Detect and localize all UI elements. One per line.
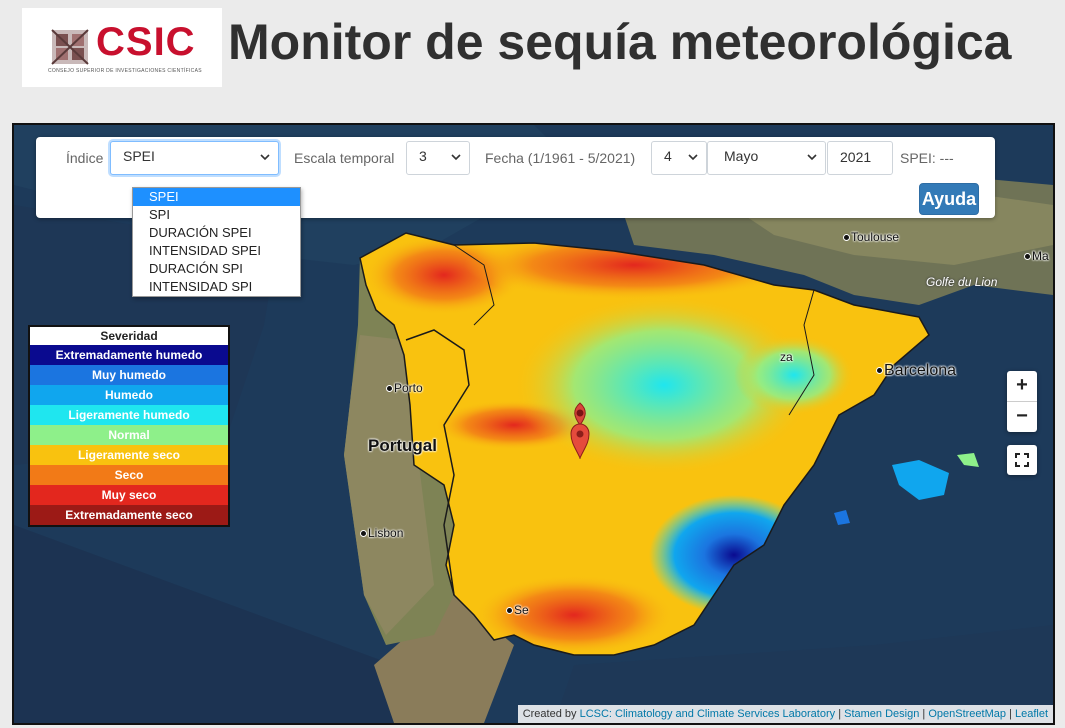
day-select[interactable]: 4: [651, 141, 707, 175]
place-label-lisbon: Lisbon: [360, 526, 403, 540]
chevron-down-icon: [451, 154, 461, 161]
legend-item: Ligeramente seco: [30, 445, 228, 465]
scale-label: Escala temporal: [294, 150, 395, 166]
place-dot: [1024, 253, 1031, 261]
index-option[interactable]: SPI: [149, 207, 170, 222]
severity-legend: Severidad Extremadamente humedo Muy hume…: [28, 325, 230, 527]
place-label-portugal: Portugal: [368, 436, 437, 455]
place-label-golfe: Golfe du Lion: [926, 275, 998, 289]
place-label-za: za: [780, 350, 793, 364]
scale-select[interactable]: 3: [406, 141, 470, 175]
page-title: Monitor de sequía meteorológica: [228, 14, 1012, 70]
legend-title: Severidad: [30, 327, 228, 345]
attribution-prefix: Created by: [522, 708, 577, 720]
location-marker-icon[interactable]: [570, 423, 590, 459]
legend-item: Ligeramente humedo: [30, 405, 228, 425]
zoom-divider: [1007, 401, 1037, 402]
scale-select-value: 3: [419, 148, 427, 164]
help-button[interactable]: Ayuda: [919, 183, 979, 215]
spei-readout: SPEI: ---: [900, 150, 954, 166]
place-label-text: Toulouse: [851, 230, 900, 244]
index-option[interactable]: DURACIÓN SPI: [149, 261, 243, 276]
legend-item: Muy humedo: [30, 365, 228, 385]
place-dot: [360, 530, 367, 538]
place-label-barcelona: Barcelona: [876, 362, 957, 379]
logo-subtitle: CONSEJO SUPERIOR DE INVESTIGACIONES CIEN…: [48, 68, 202, 74]
place-label-se: Se: [506, 603, 529, 617]
zoom-out-button[interactable]: −: [1016, 405, 1028, 427]
place-label-text: Ma: [1032, 249, 1049, 263]
index-option[interactable]: DURACIÓN SPEI: [149, 225, 252, 240]
place-label-toulouse: Toulouse: [843, 230, 899, 244]
place-label-porto: Porto: [386, 381, 423, 395]
month-select-value: Mayo: [724, 148, 759, 164]
legend-item: Humedo: [30, 385, 228, 405]
index-option[interactable]: INTENSIDAD SPI: [149, 279, 253, 294]
index-dropdown: SPEI SPI DURACIÓN SPEI INTENSIDAD SPEI D…: [132, 187, 301, 297]
map-attribution: Created by LCSC: Climatology and Climate…: [517, 705, 1053, 723]
place-label-text: Barcelona: [884, 362, 957, 379]
legend-item: Normal: [30, 425, 228, 445]
leaflet-link[interactable]: Leaflet: [1014, 708, 1048, 720]
zoom-in-button[interactable]: +: [1016, 374, 1028, 396]
fullscreen-button[interactable]: [1007, 445, 1037, 475]
index-select-value: SPEI: [123, 148, 155, 164]
csic-logo: CSIC CONSEJO SUPERIOR DE INVESTIGACIONES…: [22, 8, 222, 87]
controls-panel: Índice SPEI Escala temporal 3 Fecha (1/1…: [36, 137, 995, 297]
place-dot: [506, 607, 513, 615]
place-dot: [386, 385, 393, 393]
place-label-text: Se: [514, 603, 529, 617]
place-dot: [843, 234, 850, 242]
map-view[interactable]: Índice SPEI Escala temporal 3 Fecha (1/1…: [12, 123, 1055, 725]
legend-item: Extremadamente humedo: [30, 345, 228, 365]
osm-link[interactable]: OpenStreetMap: [928, 708, 1006, 720]
legend-item: Muy seco: [30, 485, 228, 505]
date-label: Fecha (1/1961 - 5/2021): [485, 150, 636, 166]
crest-icon: [51, 29, 89, 65]
place-label-text: Porto: [394, 381, 423, 395]
month-select[interactable]: Mayo: [707, 141, 826, 175]
legend-item: Extremadamente seco: [30, 505, 228, 525]
day-select-value: 4: [664, 148, 672, 164]
logo-text: CSIC: [96, 20, 196, 64]
place-label-text: Lisbon: [368, 526, 404, 540]
index-option[interactable]: INTENSIDAD SPEI: [149, 243, 261, 258]
year-input[interactable]: 2021: [827, 141, 893, 175]
lcsc-link[interactable]: LCSC: Climatology and Climate Services L…: [579, 708, 836, 720]
zoom-control: + −: [1007, 371, 1037, 432]
stamen-link[interactable]: Stamen Design: [844, 708, 920, 720]
legend-item: Seco: [30, 465, 228, 485]
index-select[interactable]: SPEI: [110, 141, 279, 175]
index-label: Índice: [66, 150, 104, 166]
chevron-down-icon: [260, 154, 270, 161]
chevron-down-icon: [688, 154, 698, 161]
place-label-ma: Ma: [1024, 249, 1049, 263]
fullscreen-icon: [1015, 453, 1029, 467]
chevron-down-icon: [807, 154, 817, 161]
place-dot: [876, 367, 883, 375]
index-option[interactable]: SPEI: [133, 188, 300, 206]
